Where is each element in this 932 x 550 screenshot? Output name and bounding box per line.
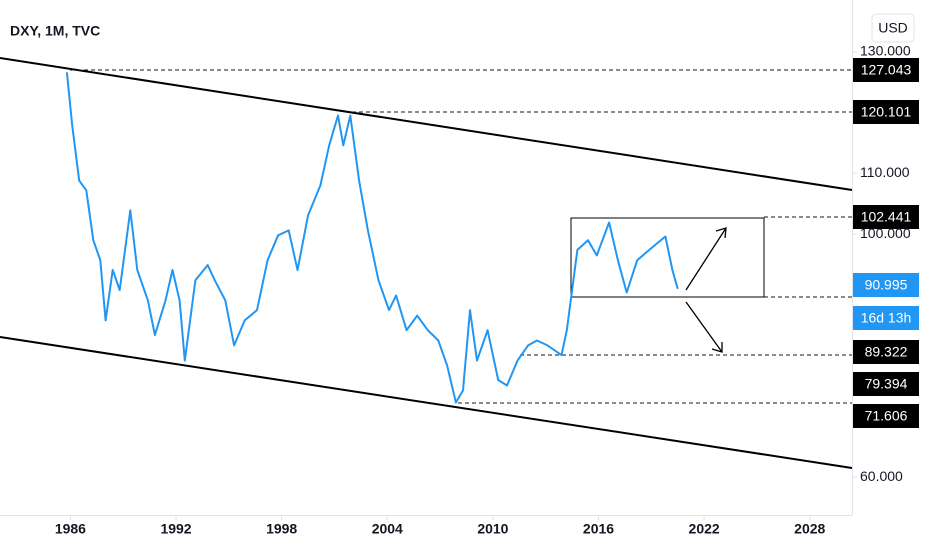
x-tick-label: 1992: [160, 521, 191, 537]
price-label: 71.606: [865, 408, 908, 424]
price-label-box: [853, 205, 919, 229]
price-label: 89.322: [865, 344, 908, 360]
chart-title: DXY, 1M, TVC: [10, 23, 100, 39]
price-label-box: [853, 372, 919, 396]
x-tick-label: 2016: [583, 521, 614, 537]
price-label-box: [853, 100, 919, 124]
x-tick-label: 1986: [55, 521, 86, 537]
y-tick-label: 60.000: [860, 468, 903, 484]
x-tick-label: 2010: [477, 521, 508, 537]
arrows: [685, 227, 727, 353]
x-tick-label: 2028: [794, 521, 825, 537]
price-label-box: [853, 340, 919, 364]
x-tick-label: 1998: [266, 521, 297, 537]
trend-line: [0, 336, 853, 469]
trend-line: [0, 57, 853, 191]
price-label: 120.101: [861, 104, 912, 120]
price-label: 102.441: [861, 209, 912, 225]
price-label: 79.394: [865, 376, 908, 392]
price-label-box: [853, 58, 919, 82]
range-box: [570, 217, 765, 298]
price-label: 90.995: [865, 277, 908, 293]
countdown: 16d 13h: [861, 310, 912, 326]
currency-label[interactable]: USD: [878, 20, 908, 36]
y-tick-label: 110.000: [860, 164, 910, 180]
y-tick-label: 130.000: [860, 42, 911, 58]
countdown-box: [853, 306, 919, 330]
price-label: 127.043: [861, 62, 912, 78]
price-label-box: [853, 404, 919, 428]
price-line: [65, 72, 679, 404]
x-tick-label: 2022: [689, 521, 720, 537]
x-tick-label: 2004: [372, 521, 403, 537]
currency-button[interactable]: [871, 13, 915, 43]
price-label-box: [853, 273, 919, 297]
